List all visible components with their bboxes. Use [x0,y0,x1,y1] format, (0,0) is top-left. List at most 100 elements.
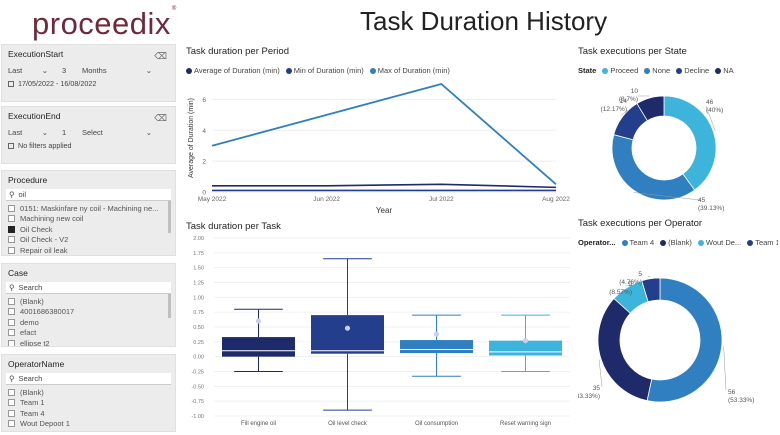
list-item[interactable]: Oil Check - V2 [8,235,169,246]
case-search-input[interactable]: ⚲ Search [6,282,171,294]
list-item[interactable]: (Blank) [8,387,169,398]
list-item[interactable]: Wout Depoot 1 [8,419,169,430]
procedure-search-input[interactable]: ⚲ oil [6,189,171,201]
operator-chart-legend: Operator... Team 4 (Blank) Wout De... Te… [578,238,778,247]
x-tick-label: Aug 2022 [542,196,570,203]
unit-dropdown[interactable]: Months ⌄ [82,66,152,75]
list-item[interactable]: Repair oil leak [8,245,169,255]
list-item[interactable]: ellipse t2 [8,338,169,346]
procedure-slicer: Procedure ⚲ oil 0151: Maskinfare ny coil … [1,170,176,256]
legend-title: Operator... [578,238,616,247]
execution-end-slicer: ExecutionEnd ⌫ Last ⌄ 1 Select ⌄ No filter… [1,106,176,164]
operator-slicer: OperatorName ⚲ Search (Blank) Team 1 Team 4… [1,354,176,432]
data-label: (53.33%) [728,397,754,404]
legend-title: State [578,66,597,75]
y-tick-label: 1.00 [193,295,204,301]
mean-marker [344,325,351,331]
scrollbar[interactable] [168,201,171,233]
checkbox[interactable] [8,318,15,326]
checkbox[interactable] [8,225,15,233]
task-box-chart: 2.00 1.75 1.50 1.25 1.00 0.75 0.50 0.25 0.00 -0.2… [191,236,570,427]
series-line [211,83,557,185]
checkbox[interactable] [8,215,15,223]
list-item[interactable]: Team 4 [8,408,169,419]
search-icon: ⚲ [9,190,15,199]
checkbox[interactable] [8,339,15,346]
legend-item[interactable]: Wout De... [697,238,742,247]
list-item[interactable]: Oil Check [8,224,169,235]
list-item[interactable]: (Blank) [8,296,169,307]
list-item[interactable]: demo [8,317,169,328]
eraser-icon[interactable]: ⌫ [154,51,167,61]
y-tick-label: 0.75 [193,310,204,316]
execution-start-slicer: ExecutionStart ⌫ Last ⌄ 3 Months ⌄ 17/05/2… [1,44,176,102]
y-tick-label: 1.50 [193,266,204,272]
unit-dropdown[interactable]: Select ⌄ [82,128,152,137]
legend-item[interactable]: NA [715,66,734,75]
y-tick-label: 0 [202,190,206,197]
data-label: (39.13%) [698,205,724,212]
legend-item[interactable]: None [644,66,670,75]
data-label: 56 [728,389,736,396]
checkbox[interactable] [8,236,15,244]
donut-slice [636,95,665,122]
legend-item[interactable]: Max of Duration (min) [369,66,450,75]
y-tick-label: 6 [202,97,206,104]
chevron-down-icon: ⌄ [41,65,48,75]
search-placeholder: Search [18,283,43,292]
date-range-text: 17/05/2022 - 16/08/2022 [18,79,97,88]
list-item[interactable]: Machining new coil [8,214,169,225]
data-label: (4.76%) [619,279,642,286]
count-input[interactable]: 1 [62,127,67,137]
eraser-icon[interactable]: ⌫ [154,113,167,123]
mode-dropdown[interactable]: Last ⌄ [8,66,48,75]
task-chart-title: Task duration per Task [186,221,281,232]
data-label: (40%) [706,107,723,114]
calendar-icon [8,80,14,87]
search-icon: ⚲ [9,283,15,292]
data-label: (8.57%) [609,289,632,296]
scrollbar[interactable] [168,294,171,318]
legend-item[interactable]: Average of Duration (min) [186,66,280,75]
legend-dot-icon [747,240,754,247]
checkbox[interactable] [8,204,15,212]
checkbox[interactable] [8,297,15,305]
calendar-icon [8,142,14,149]
legend-label: Wout De... [705,238,742,247]
checkbox[interactable] [8,420,15,428]
list-item-label: Oil Check - V2 [20,235,69,245]
legend-dot-icon [621,240,628,247]
donut-slice [597,297,653,402]
legend-item[interactable]: Decline [676,66,709,75]
donut-slice [641,277,661,303]
list-item-label: Team 1 [20,398,45,408]
operator-donut-chart: 56(53.33%) 35(33.33%) 9(8.57%) 5(4.76%) [578,271,754,404]
count-input[interactable]: 3 [62,65,67,75]
checkbox[interactable] [8,409,15,417]
checkbox[interactable] [8,308,15,316]
search-icon: ⚲ [9,374,15,383]
legend-item[interactable]: Team 1 [747,238,778,247]
checkbox[interactable] [8,329,15,337]
legend-item[interactable]: Proceed [602,66,638,75]
legend-label: Proceed [610,66,639,75]
state-chart-legend: State Proceed None Decline NA [578,66,734,75]
list-item[interactable]: 4001686380017 [8,307,169,318]
operator-search-input[interactable]: ⚲ Search [6,373,171,385]
list-item[interactable]: 0151: Maskinfare ny coil - Machining ne.… [8,203,169,214]
list-item[interactable]: efact [8,328,169,339]
y-tick-label: 1.25 [193,281,204,287]
legend-dot-icon [697,240,704,247]
x-tick-label: Jul 2022 [429,196,454,203]
data-label: 14 [620,98,628,105]
y-tick-label: 2 [202,159,206,166]
list-item[interactable]: Team 1 [8,398,169,409]
legend-item[interactable]: (Blank) [660,238,692,247]
mode-dropdown[interactable]: Last ⌄ [8,128,48,137]
checkbox[interactable] [8,246,15,254]
legend-item[interactable]: Min of Duration (min) [285,66,364,75]
chevron-down-icon: ⌄ [145,65,152,75]
checkbox[interactable] [8,388,15,396]
legend-item[interactable]: Team 4 [621,238,654,247]
checkbox[interactable] [8,399,15,407]
